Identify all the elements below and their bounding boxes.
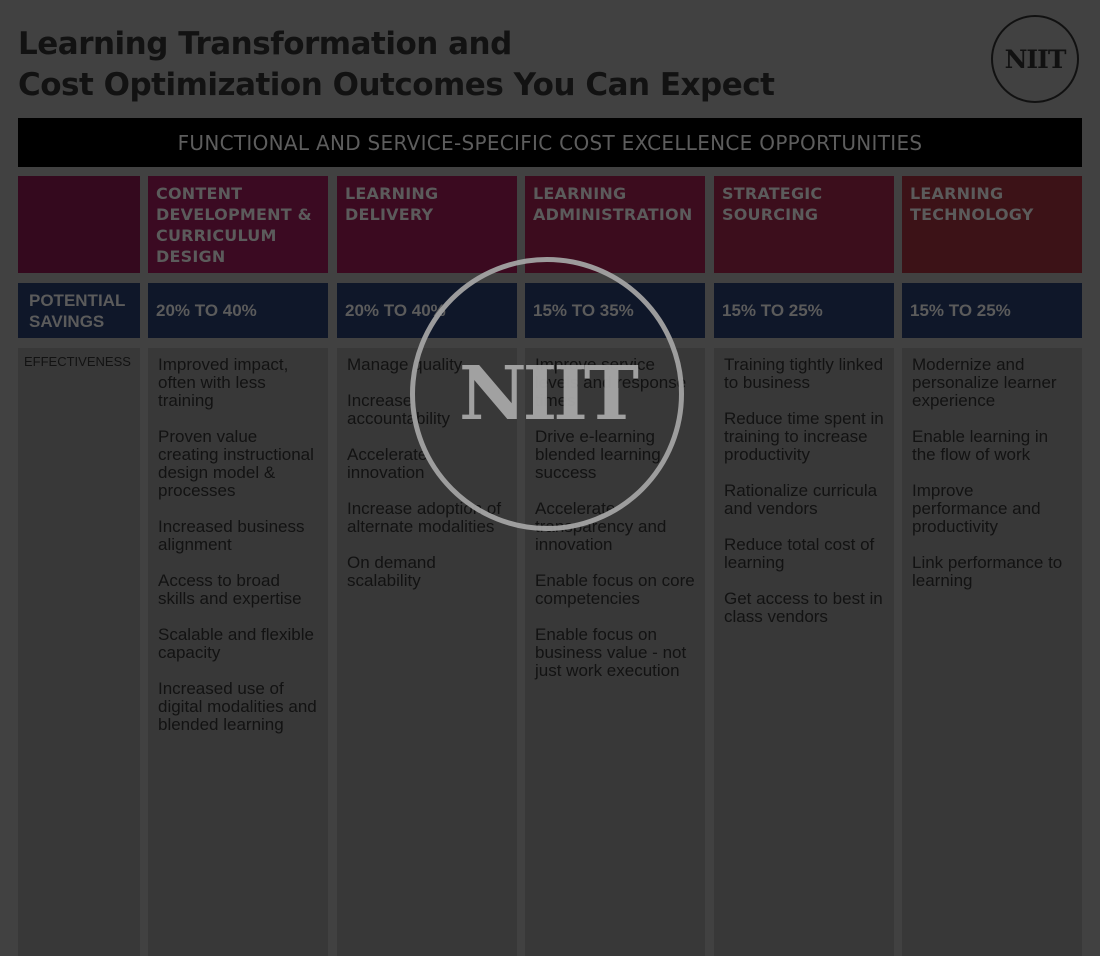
column-header-learning-technology: LEARNING TECHNOLOGY — [902, 176, 1082, 273]
title-line-1: Learning Transformation and — [18, 26, 512, 62]
list-item: On demand scalability — [347, 553, 436, 590]
list-item: Increase adoption of alternate modalitie… — [347, 499, 502, 536]
savings-learning-technology: 15% TO 25% — [902, 283, 1082, 338]
list-item: Modernize and personalize learner experi… — [912, 355, 1057, 410]
banner-text: FUNCTIONAL AND SERVICE-SPECIFIC COST EXC… — [177, 130, 923, 155]
niit-watermark-logo: NIIT — [410, 257, 684, 531]
effectiveness-list: Training tightly linked to business Redu… — [724, 356, 884, 626]
list-item: Enable learning in the flow of work — [912, 427, 1049, 464]
savings-row-label: POTENTIAL SAVINGS — [18, 283, 140, 338]
list-item: Enable focus on core competencies — [535, 571, 695, 608]
column-header-content-development: CONTENT DEVELOPMENT & CURRICULUM DESIGN — [148, 176, 328, 273]
column-header-learning-delivery: LEARNING DELIVERY — [337, 176, 517, 273]
list-item: Enable focus on business value - not jus… — [535, 625, 687, 680]
list-item: Link performance to learning — [912, 553, 1063, 590]
header-corner-cell — [18, 176, 140, 273]
list-item: Accelerate innovation — [347, 445, 428, 482]
effectiveness-content-development: Improved impact, often with less trainin… — [148, 348, 328, 956]
column-header-learning-administration: LEARNING ADMINISTRATION — [525, 176, 705, 273]
section-banner: FUNCTIONAL AND SERVICE-SPECIFIC COST EXC… — [18, 118, 1082, 167]
list-item: Get access to best in class vendors — [724, 589, 883, 626]
logo-text: NIIT — [1004, 44, 1067, 74]
watermark-text: NIIT — [459, 351, 639, 437]
effectiveness-learning-technology: Modernize and personalize learner experi… — [902, 348, 1082, 956]
list-item: Reduce total cost of learning — [724, 535, 875, 572]
effectiveness-list: Improved impact, often with less trainin… — [158, 356, 318, 734]
list-item: Rationalize curricula and vendors — [724, 481, 878, 518]
list-item: Improved impact, often with less trainin… — [158, 355, 289, 410]
list-item: Proven value creating instructional desi… — [158, 427, 314, 500]
niit-logo: NIIT — [991, 15, 1079, 103]
list-item: Reduce time spent in training to increas… — [724, 409, 884, 464]
list-item: Increased business alignment — [158, 517, 305, 554]
list-item: Access to broad skills and expertise — [158, 571, 302, 608]
list-item: Improve performance and productivity — [912, 481, 1041, 536]
column-header-strategic-sourcing: STRATEGIC SOURCING — [714, 176, 894, 273]
effectiveness-strategic-sourcing: Training tightly linked to business Redu… — [714, 348, 894, 956]
page-title: Learning Transformation and Cost Optimiz… — [18, 24, 775, 106]
list-item: Training tightly linked to business — [724, 355, 884, 392]
savings-strategic-sourcing: 15% TO 25% — [714, 283, 894, 338]
effectiveness-list: Modernize and personalize learner experi… — [912, 356, 1072, 590]
effectiveness-row-label: EFFECTIVENESS — [18, 348, 140, 956]
list-item: Scalable and flexible capacity — [158, 625, 314, 662]
list-item: Increased use of digital modalities and … — [158, 679, 317, 734]
title-line-2: Cost Optimization Outcomes You Can Expec… — [18, 67, 775, 103]
savings-content-development: 20% TO 40% — [148, 283, 328, 338]
